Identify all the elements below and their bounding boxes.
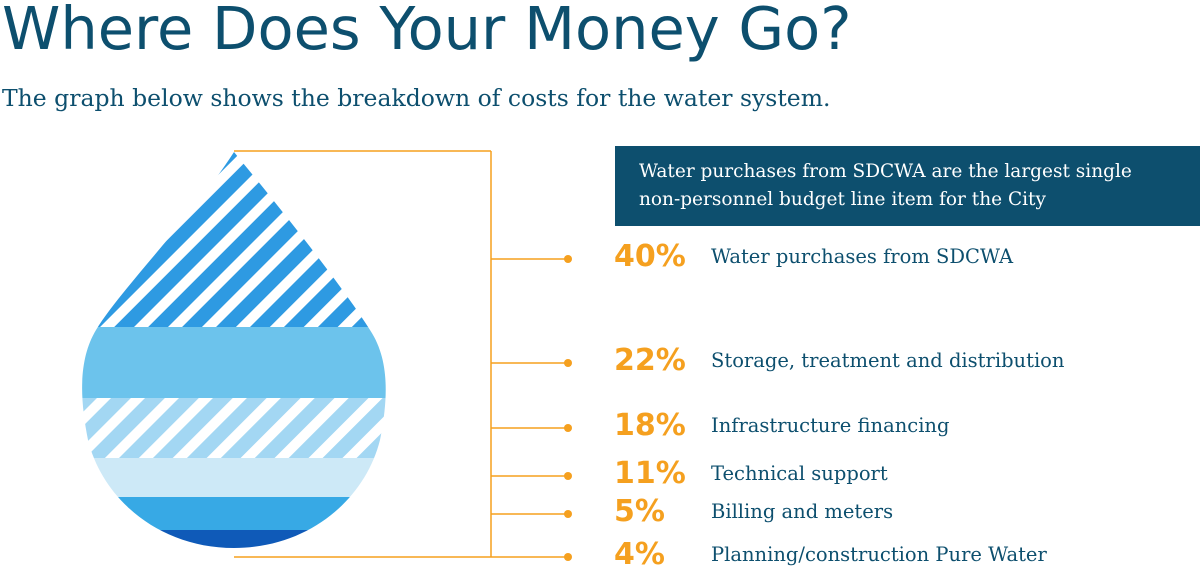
value-label: 40% <box>614 239 686 274</box>
callout-line-2: non-personnel budget line item for the C… <box>639 189 1046 210</box>
callout-line-1: Water purchases from SDCWA are the large… <box>639 161 1132 182</box>
connector-dot <box>564 255 572 263</box>
connector-dot <box>564 359 572 367</box>
connector-dot <box>564 510 572 518</box>
category-label: Technical support <box>711 462 888 485</box>
drop-band <box>82 152 386 327</box>
chart-subtitle: The graph below shows the breakdown of c… <box>2 84 831 112</box>
value-label: 11% <box>614 456 686 491</box>
callout-box: Water purchases from SDCWA are the large… <box>615 146 1200 226</box>
connector-dot <box>564 424 572 432</box>
category-label: Billing and meters <box>711 500 894 523</box>
connector-dot <box>564 553 572 561</box>
category-label: Infrastructure financing <box>711 414 950 437</box>
category-label: Water purchases from SDCWA <box>711 245 1014 268</box>
value-label: 4% <box>614 537 665 572</box>
value-label: 18% <box>614 408 686 443</box>
drop-band <box>82 327 386 398</box>
connector-lines <box>234 150 572 561</box>
drop-band <box>82 497 386 530</box>
drop-band <box>82 530 386 548</box>
connector-dot <box>564 472 572 480</box>
category-label: Planning/construction Pure Water <box>711 543 1047 566</box>
chart-title: Where Does Your Money Go? <box>2 0 852 63</box>
category-label: Storage, treatment and distribution <box>711 349 1065 372</box>
drop-bands <box>82 152 386 548</box>
drop-band <box>82 458 386 497</box>
drop-band <box>82 398 386 458</box>
value-label: 22% <box>614 343 686 378</box>
value-label: 5% <box>614 494 665 529</box>
